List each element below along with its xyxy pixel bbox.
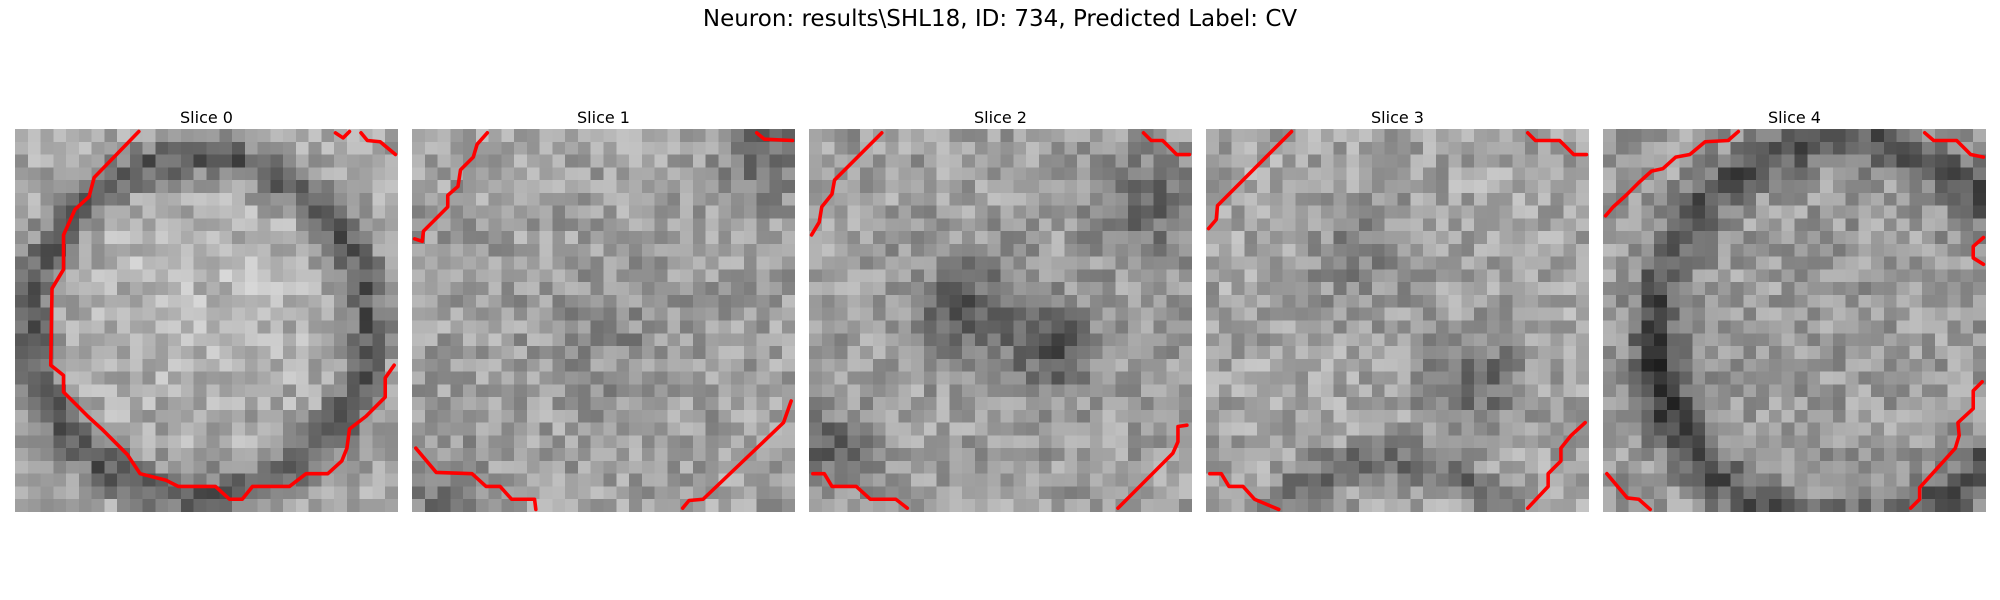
contour-line (333, 129, 352, 140)
contour-line (412, 131, 490, 244)
contour-line (680, 399, 793, 510)
contour-line (1605, 471, 1653, 512)
contour-line (811, 471, 910, 510)
slice-panel-0: Slice 0 (15, 107, 398, 512)
slice-image (1206, 129, 1589, 512)
contour-line (754, 131, 795, 143)
slice-image (412, 129, 795, 512)
contour-line (1971, 235, 1986, 267)
contour-line (1908, 379, 1984, 510)
contour-line (1525, 420, 1587, 510)
slice-title: Slice 2 (974, 108, 1027, 127)
slice-title: Slice 4 (1768, 108, 1821, 127)
slice-title: Slice 1 (577, 108, 630, 127)
contour-line (48, 129, 396, 502)
slice-title: Slice 3 (1371, 108, 1424, 127)
contour-line (414, 446, 538, 512)
contour-line (1603, 129, 1741, 218)
contour-line (809, 131, 884, 237)
figure-title: Neuron: results\SHL18, ID: 734, Predicte… (702, 6, 1298, 32)
slice-panel-2: Slice 2 (809, 107, 1192, 512)
slice-panel-3: Slice 3 (1206, 107, 1589, 512)
contour-line (1208, 471, 1281, 512)
slice-image (809, 129, 1192, 512)
contour-line (1116, 423, 1189, 510)
slice-panel-1: Slice 1 (412, 107, 795, 512)
slice-title: Slice 0 (180, 108, 233, 127)
slice-panel-4: Slice 4 (1603, 107, 1986, 512)
contour-line (1141, 131, 1192, 157)
slice-image (15, 129, 398, 512)
contour-line (1922, 131, 1986, 159)
contour-line (359, 131, 398, 157)
slice-image (1603, 129, 1986, 512)
contour-line (1206, 129, 1294, 231)
contour-line (1525, 131, 1589, 157)
